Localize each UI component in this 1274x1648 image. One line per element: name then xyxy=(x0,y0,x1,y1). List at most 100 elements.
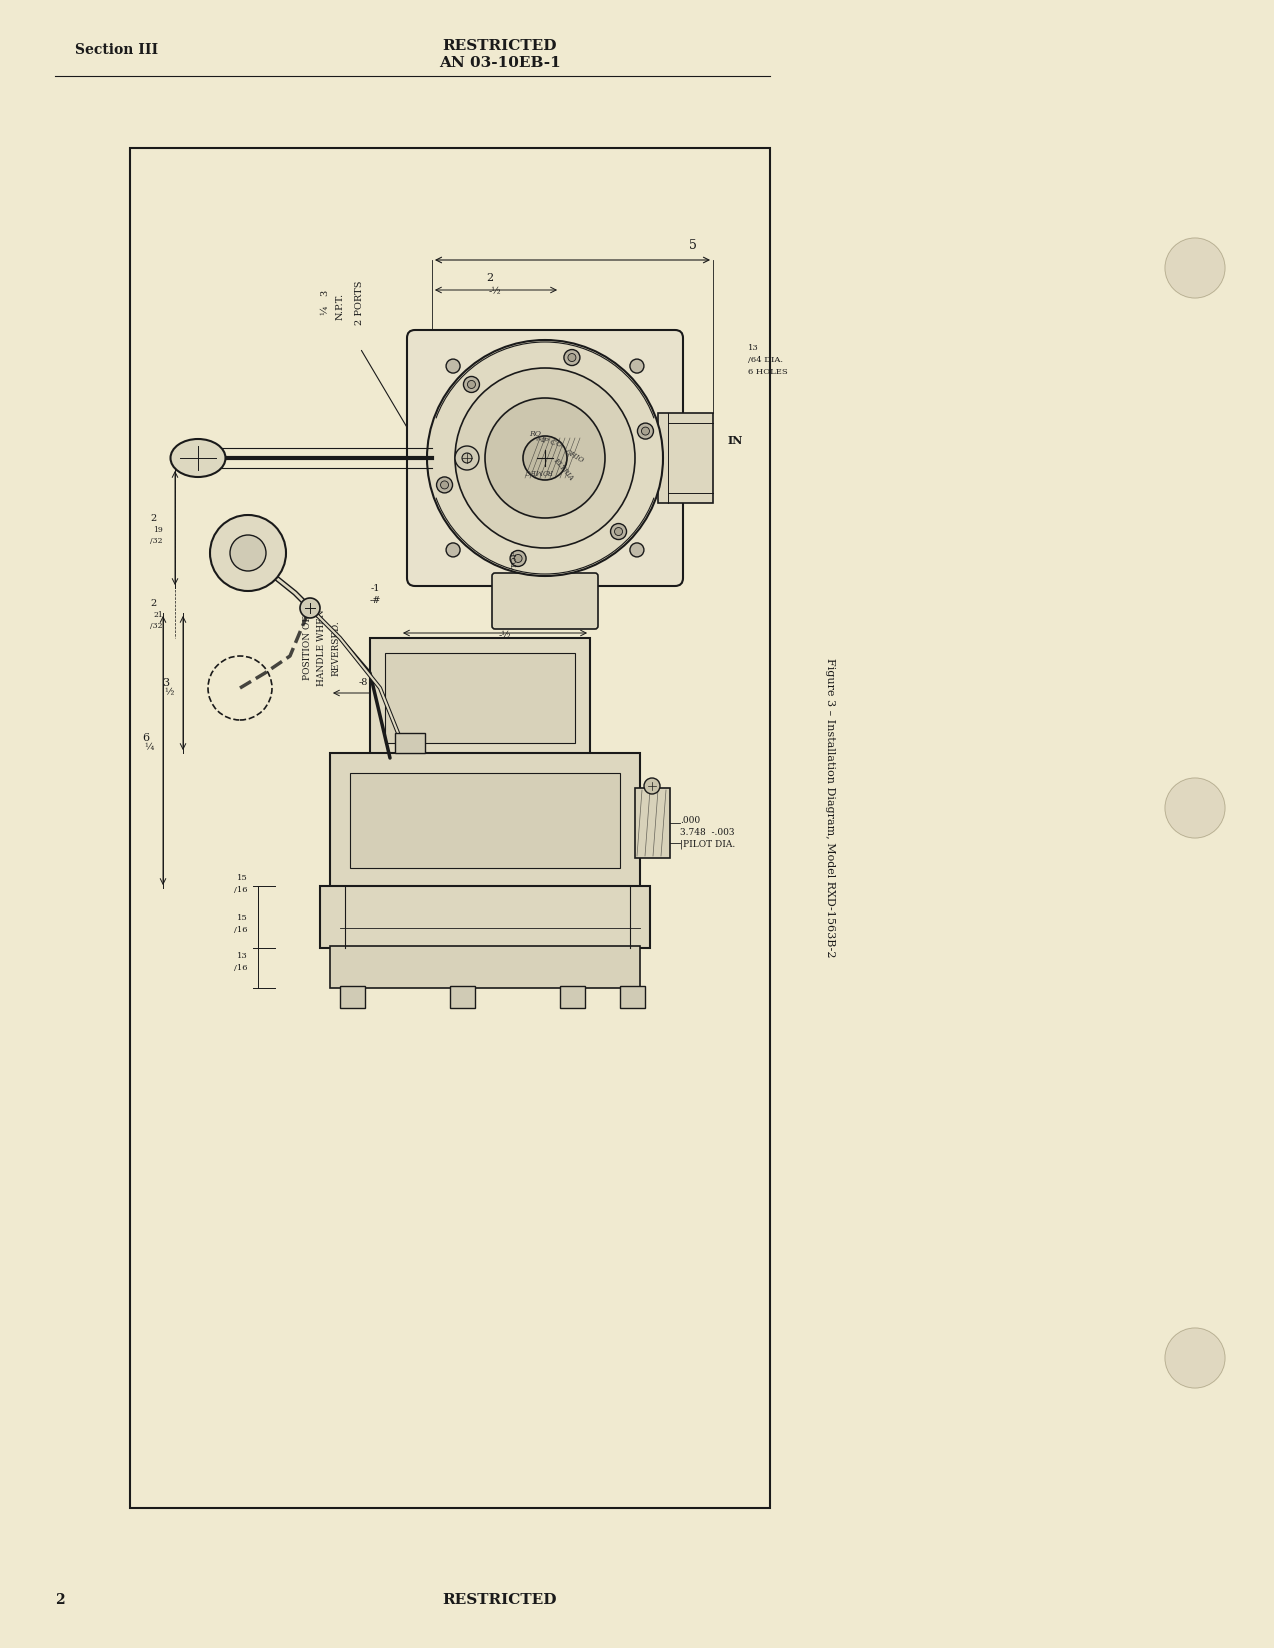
Text: RELIEF VALVE: RELIEF VALVE xyxy=(545,717,554,786)
Bar xyxy=(369,638,590,758)
Bar xyxy=(657,414,713,503)
Circle shape xyxy=(524,437,567,480)
Text: ELYRIA: ELYRIA xyxy=(552,456,575,481)
Circle shape xyxy=(210,516,285,592)
Circle shape xyxy=(1164,237,1226,298)
Circle shape xyxy=(629,542,643,557)
Text: -½: -½ xyxy=(432,638,445,648)
Text: Figure 3 – Installation Diagram, Model RXD-1563B-2: Figure 3 – Installation Diagram, Model R… xyxy=(826,658,834,957)
Text: REVERSED.: REVERSED. xyxy=(331,620,340,676)
Bar xyxy=(620,986,645,1009)
Bar xyxy=(385,653,575,743)
Circle shape xyxy=(437,476,452,493)
Circle shape xyxy=(629,359,643,372)
Text: OHIO: OHIO xyxy=(564,448,586,465)
Text: /16: /16 xyxy=(234,887,248,893)
Circle shape xyxy=(610,524,627,539)
Text: /32: /32 xyxy=(150,537,163,545)
Text: /32: /32 xyxy=(150,621,163,630)
Bar xyxy=(320,887,650,948)
Circle shape xyxy=(446,542,460,557)
FancyBboxPatch shape xyxy=(492,574,598,630)
Bar xyxy=(634,788,670,859)
Text: AN 03-10EB-1: AN 03-10EB-1 xyxy=(440,56,561,69)
Text: .000: .000 xyxy=(680,816,701,824)
Text: 2: 2 xyxy=(487,274,493,283)
Text: HANDLE WHEN: HANDLE WHEN xyxy=(317,610,326,686)
Text: 2: 2 xyxy=(502,615,508,625)
Bar xyxy=(395,733,426,753)
Text: 2: 2 xyxy=(150,514,157,522)
Circle shape xyxy=(446,359,460,372)
Text: 3: 3 xyxy=(162,677,169,687)
Circle shape xyxy=(564,349,580,366)
Text: POSITION OF: POSITION OF xyxy=(303,616,312,681)
Text: IN: IN xyxy=(727,435,743,445)
Circle shape xyxy=(643,778,660,794)
Circle shape xyxy=(641,427,650,435)
Text: -½: -½ xyxy=(489,287,501,297)
Circle shape xyxy=(510,550,526,567)
Text: N.P.T.: N.P.T. xyxy=(335,292,344,320)
Text: MP CO.: MP CO. xyxy=(535,435,566,450)
Ellipse shape xyxy=(171,438,225,476)
Text: 2: 2 xyxy=(55,1594,65,1607)
Text: RESTRICTED: RESTRICTED xyxy=(443,1594,557,1607)
Text: -¹⁵/₁₆: -¹⁵/₁₆ xyxy=(589,374,606,382)
Text: /16: /16 xyxy=(234,926,248,934)
Text: 13: 13 xyxy=(237,953,248,961)
Circle shape xyxy=(427,339,662,577)
Circle shape xyxy=(614,527,623,536)
Text: 6 HOLES: 6 HOLES xyxy=(748,368,787,376)
Bar xyxy=(130,148,769,1508)
Text: ROMEC: ROMEC xyxy=(526,466,554,475)
Circle shape xyxy=(468,381,475,389)
Text: 19: 19 xyxy=(153,526,163,534)
Text: RESTRICTED: RESTRICTED xyxy=(443,40,557,53)
Circle shape xyxy=(515,554,522,562)
Text: 15: 15 xyxy=(382,882,394,888)
Circle shape xyxy=(455,447,479,470)
Text: 2: 2 xyxy=(580,364,586,372)
Bar xyxy=(517,666,572,700)
Text: ½: ½ xyxy=(164,689,175,697)
Bar xyxy=(450,986,475,1009)
Text: RO: RO xyxy=(529,430,541,438)
Circle shape xyxy=(637,424,654,438)
Circle shape xyxy=(1164,1328,1226,1388)
Text: -1: -1 xyxy=(371,583,380,593)
Text: ¼: ¼ xyxy=(321,305,330,315)
Circle shape xyxy=(455,368,634,549)
Text: /16: /16 xyxy=(234,964,248,972)
Circle shape xyxy=(464,376,479,392)
Text: 6: 6 xyxy=(141,733,149,743)
Text: 15: 15 xyxy=(237,873,248,882)
Circle shape xyxy=(568,354,576,361)
Text: 5: 5 xyxy=(689,239,697,252)
Bar xyxy=(350,773,620,868)
Circle shape xyxy=(441,481,448,489)
Text: 21: 21 xyxy=(153,611,163,620)
Text: 45°: 45° xyxy=(648,516,665,526)
Text: -½: -½ xyxy=(498,631,511,641)
Text: 15: 15 xyxy=(237,915,248,921)
Circle shape xyxy=(231,536,266,570)
Text: 2 PORTS: 2 PORTS xyxy=(355,280,364,325)
Circle shape xyxy=(299,598,320,618)
Text: /16: /16 xyxy=(381,893,395,901)
Bar xyxy=(561,986,585,1009)
Text: TOP: TOP xyxy=(511,550,519,569)
Bar xyxy=(340,986,364,1009)
Text: /64 DIA.: /64 DIA. xyxy=(748,356,784,364)
Circle shape xyxy=(1164,778,1226,837)
Text: 3: 3 xyxy=(321,290,330,297)
Bar xyxy=(330,946,640,989)
Text: |PILOT DIA.: |PILOT DIA. xyxy=(680,839,735,849)
Text: 13: 13 xyxy=(748,344,759,353)
Text: ADJUSTMENT: ADJUSTMENT xyxy=(561,727,569,794)
Circle shape xyxy=(485,399,605,517)
FancyBboxPatch shape xyxy=(406,330,683,587)
Text: ¼: ¼ xyxy=(145,743,154,753)
Text: -8: -8 xyxy=(358,677,368,687)
Circle shape xyxy=(462,453,471,463)
